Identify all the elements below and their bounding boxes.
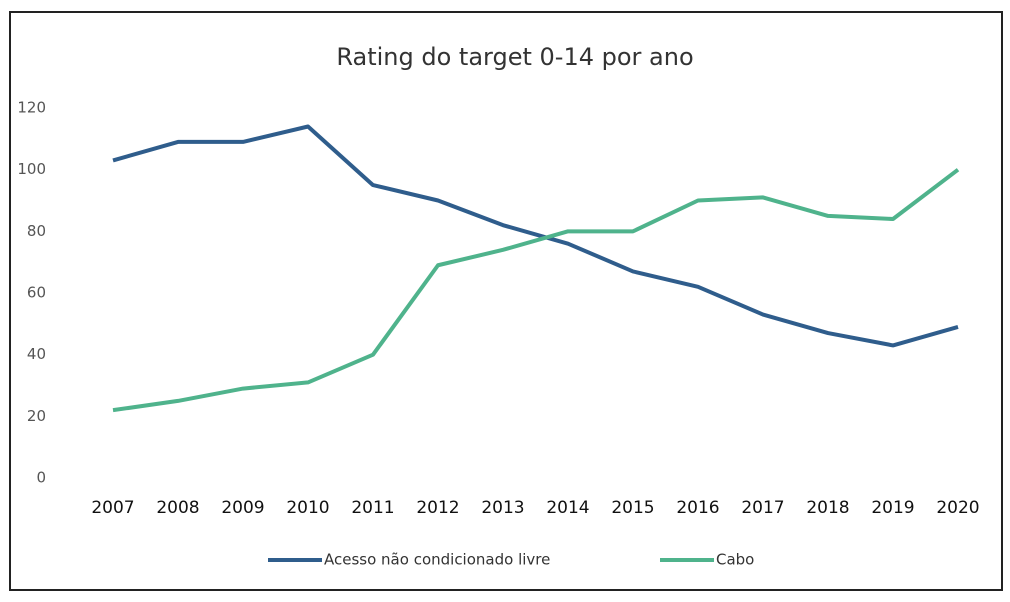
x-tick-label: 2009 (221, 498, 264, 518)
y-tick-label: 120 (17, 99, 46, 117)
x-tick-label: 2018 (806, 498, 849, 518)
x-tick-label: 2019 (871, 498, 914, 518)
legend: Acesso não condicionado livre Cabo (268, 551, 754, 569)
x-tick-label: 2020 (936, 498, 979, 518)
y-tick-label: 80 (27, 222, 46, 240)
y-tick-label: 0 (36, 469, 46, 487)
legend-label: Cabo (716, 551, 754, 569)
x-tick-label: 2010 (286, 498, 329, 518)
legend-label: Acesso não condicionado livre (324, 551, 550, 569)
y-tick-label: 100 (17, 160, 46, 178)
x-tick-label: 2017 (741, 498, 784, 518)
y-tick-label: 60 (27, 284, 46, 302)
x-tick-label: 2014 (546, 498, 589, 518)
chart-title: Rating do target 0-14 por ano (336, 43, 693, 71)
x-tick-label: 2015 (611, 498, 654, 518)
x-tick-label: 2013 (481, 498, 524, 518)
y-tick-label: 20 (27, 407, 46, 425)
y-tick-label: 40 (27, 345, 46, 363)
x-tick-label: 2016 (676, 498, 719, 518)
x-tick-label: 2008 (156, 498, 199, 518)
x-tick-label: 2012 (416, 498, 459, 518)
line-series (112, 168, 960, 413)
x-tick-label: 2007 (91, 498, 134, 518)
x-tick-label: 2011 (351, 498, 394, 518)
line-series (112, 124, 959, 348)
frame (9, 11, 1003, 591)
